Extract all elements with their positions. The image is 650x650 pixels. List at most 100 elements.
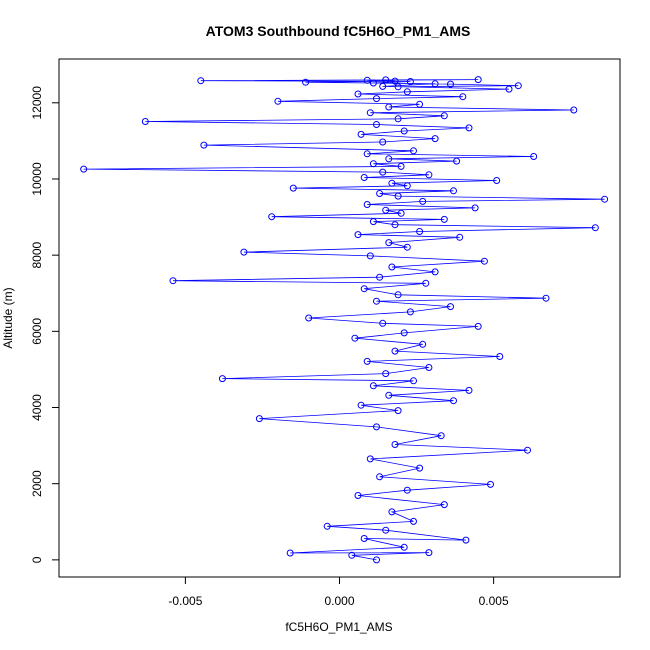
data-point bbox=[480, 257, 488, 265]
data-point bbox=[403, 243, 411, 251]
data-point bbox=[366, 109, 374, 117]
data-point bbox=[471, 204, 479, 212]
data-point bbox=[366, 455, 374, 463]
data-point bbox=[360, 285, 368, 293]
data-point bbox=[465, 386, 473, 394]
data-point bbox=[487, 480, 494, 488]
data-point bbox=[459, 93, 467, 101]
data-point bbox=[440, 112, 448, 120]
data-point bbox=[169, 277, 177, 285]
data-point bbox=[376, 190, 384, 197]
data-point bbox=[505, 85, 513, 93]
data-point bbox=[379, 82, 387, 90]
data-point bbox=[425, 171, 433, 179]
data-point bbox=[255, 415, 263, 423]
data-point bbox=[363, 150, 371, 158]
data-point bbox=[373, 121, 380, 128]
data-point bbox=[360, 535, 368, 542]
data-point bbox=[268, 213, 276, 221]
data-point bbox=[406, 78, 414, 85]
data-point bbox=[391, 77, 399, 85]
data-point bbox=[354, 231, 362, 239]
data-point bbox=[388, 179, 396, 187]
plot-frame bbox=[58, 58, 621, 578]
x-axis-label: fC5H6O_PM1_AMS bbox=[285, 620, 392, 634]
data-point bbox=[197, 77, 205, 85]
data-point bbox=[422, 279, 430, 287]
data-point bbox=[601, 195, 609, 203]
data-point bbox=[465, 124, 473, 132]
y-tick-label: 0 bbox=[30, 556, 44, 563]
data-point bbox=[419, 197, 427, 205]
chart-title: ATOM3 Southbound fC5H6O_PM1_AMS bbox=[206, 23, 471, 39]
data-point bbox=[385, 239, 393, 247]
data-point bbox=[493, 177, 501, 184]
data-point bbox=[403, 182, 411, 190]
data-point bbox=[360, 174, 368, 181]
data-point bbox=[403, 486, 411, 494]
data-point bbox=[431, 80, 439, 88]
data-point bbox=[394, 407, 402, 415]
data-point bbox=[388, 263, 396, 271]
x-tick-label: 0.000 bbox=[324, 594, 354, 608]
data-point bbox=[410, 517, 417, 525]
data-point bbox=[348, 551, 356, 559]
data-point bbox=[80, 165, 88, 173]
data-point bbox=[354, 492, 362, 499]
data-point bbox=[453, 157, 461, 165]
data-point bbox=[373, 423, 380, 431]
data-point bbox=[400, 543, 408, 551]
data-point bbox=[274, 97, 282, 105]
data-point bbox=[351, 334, 359, 342]
data-point bbox=[410, 377, 417, 385]
plot-area bbox=[80, 76, 609, 564]
data-point bbox=[305, 314, 313, 322]
data-point bbox=[376, 473, 384, 481]
data-point bbox=[474, 76, 482, 84]
data-point bbox=[394, 192, 402, 200]
data-point bbox=[363, 201, 371, 208]
data-point bbox=[406, 308, 414, 316]
series-line bbox=[83, 79, 605, 561]
data-point bbox=[141, 118, 149, 125]
data-point bbox=[379, 319, 387, 327]
data-point bbox=[357, 130, 365, 138]
data-point bbox=[369, 160, 377, 168]
data-point bbox=[440, 215, 448, 223]
data-point bbox=[397, 162, 405, 170]
data-point bbox=[240, 248, 248, 256]
data-point bbox=[382, 370, 390, 378]
data-point bbox=[542, 294, 550, 302]
data-point bbox=[385, 155, 393, 163]
data-point bbox=[218, 375, 226, 383]
y-tick-label: 4000 bbox=[30, 394, 44, 421]
y-tick-label: 10000 bbox=[30, 162, 44, 196]
data-point bbox=[450, 397, 457, 405]
data-point bbox=[394, 83, 402, 91]
data-point bbox=[456, 233, 464, 241]
data-point bbox=[369, 218, 377, 226]
data-point bbox=[410, 147, 417, 155]
data-point bbox=[419, 340, 427, 348]
data-point bbox=[357, 401, 365, 409]
data-point bbox=[376, 273, 384, 281]
data-point bbox=[354, 90, 362, 98]
data-point bbox=[373, 297, 380, 305]
data-point bbox=[400, 329, 408, 337]
data-point bbox=[394, 291, 402, 299]
data-point bbox=[391, 221, 399, 229]
data-point bbox=[200, 141, 208, 149]
data-point bbox=[385, 391, 393, 399]
data-point bbox=[447, 303, 454, 311]
data-point bbox=[373, 556, 380, 564]
data-point bbox=[431, 268, 439, 276]
data-point bbox=[462, 536, 470, 544]
data-point bbox=[388, 508, 396, 516]
x-tick-label: -0.005 bbox=[168, 594, 202, 608]
data-point bbox=[391, 347, 399, 355]
data-point bbox=[416, 228, 424, 235]
data-point bbox=[496, 353, 504, 360]
data-point bbox=[440, 501, 448, 509]
y-axis-label: Altitude (m) bbox=[1, 287, 15, 348]
